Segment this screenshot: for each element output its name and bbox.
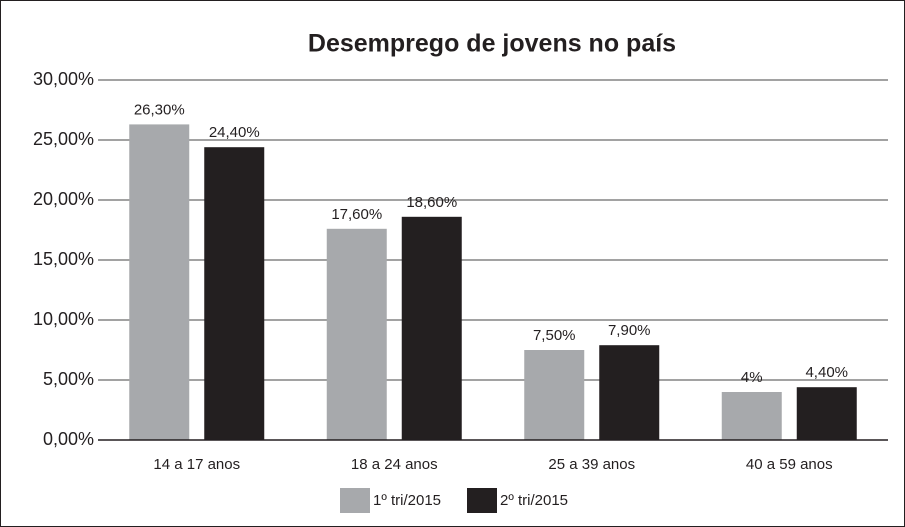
bar [599, 345, 660, 440]
legend-swatch [340, 488, 370, 513]
value-label: 24,40% [209, 124, 260, 141]
bar [129, 124, 190, 441]
x-tick-label: 18 a 24 anos [351, 456, 438, 473]
y-tick-label: 5,00% [43, 369, 94, 389]
y-tick-label: 10,00% [33, 309, 94, 329]
y-tick-label: 25,00% [33, 129, 94, 149]
value-label: 4% [741, 369, 763, 386]
value-label: 17,60% [331, 206, 382, 223]
value-label: 7,50% [533, 327, 576, 344]
x-tick-label: 14 a 17 anos [153, 456, 240, 473]
bar [796, 387, 857, 440]
legend-label: 2º tri/2015 [500, 492, 568, 509]
y-tick-label: 15,00% [33, 249, 94, 269]
bar [326, 228, 387, 440]
y-tick-label: 30,00% [33, 69, 94, 89]
bar [524, 350, 585, 440]
value-label: 26,30% [134, 101, 185, 118]
bar [204, 147, 265, 440]
value-label: 18,60% [406, 194, 457, 211]
legend-label: 1º tri/2015 [373, 492, 441, 509]
value-label: 4,40% [805, 364, 848, 381]
value-label: 7,90% [608, 322, 651, 339]
x-tick-label: 25 a 39 anos [548, 456, 635, 473]
y-tick-label: 0,00% [43, 429, 94, 449]
x-tick-label: 40 a 59 anos [746, 456, 833, 473]
legend-swatch [467, 488, 497, 513]
bar [401, 216, 462, 440]
bar [721, 392, 782, 440]
chart-title: Desemprego de jovens no país [308, 30, 676, 58]
y-tick-label: 20,00% [33, 189, 94, 209]
